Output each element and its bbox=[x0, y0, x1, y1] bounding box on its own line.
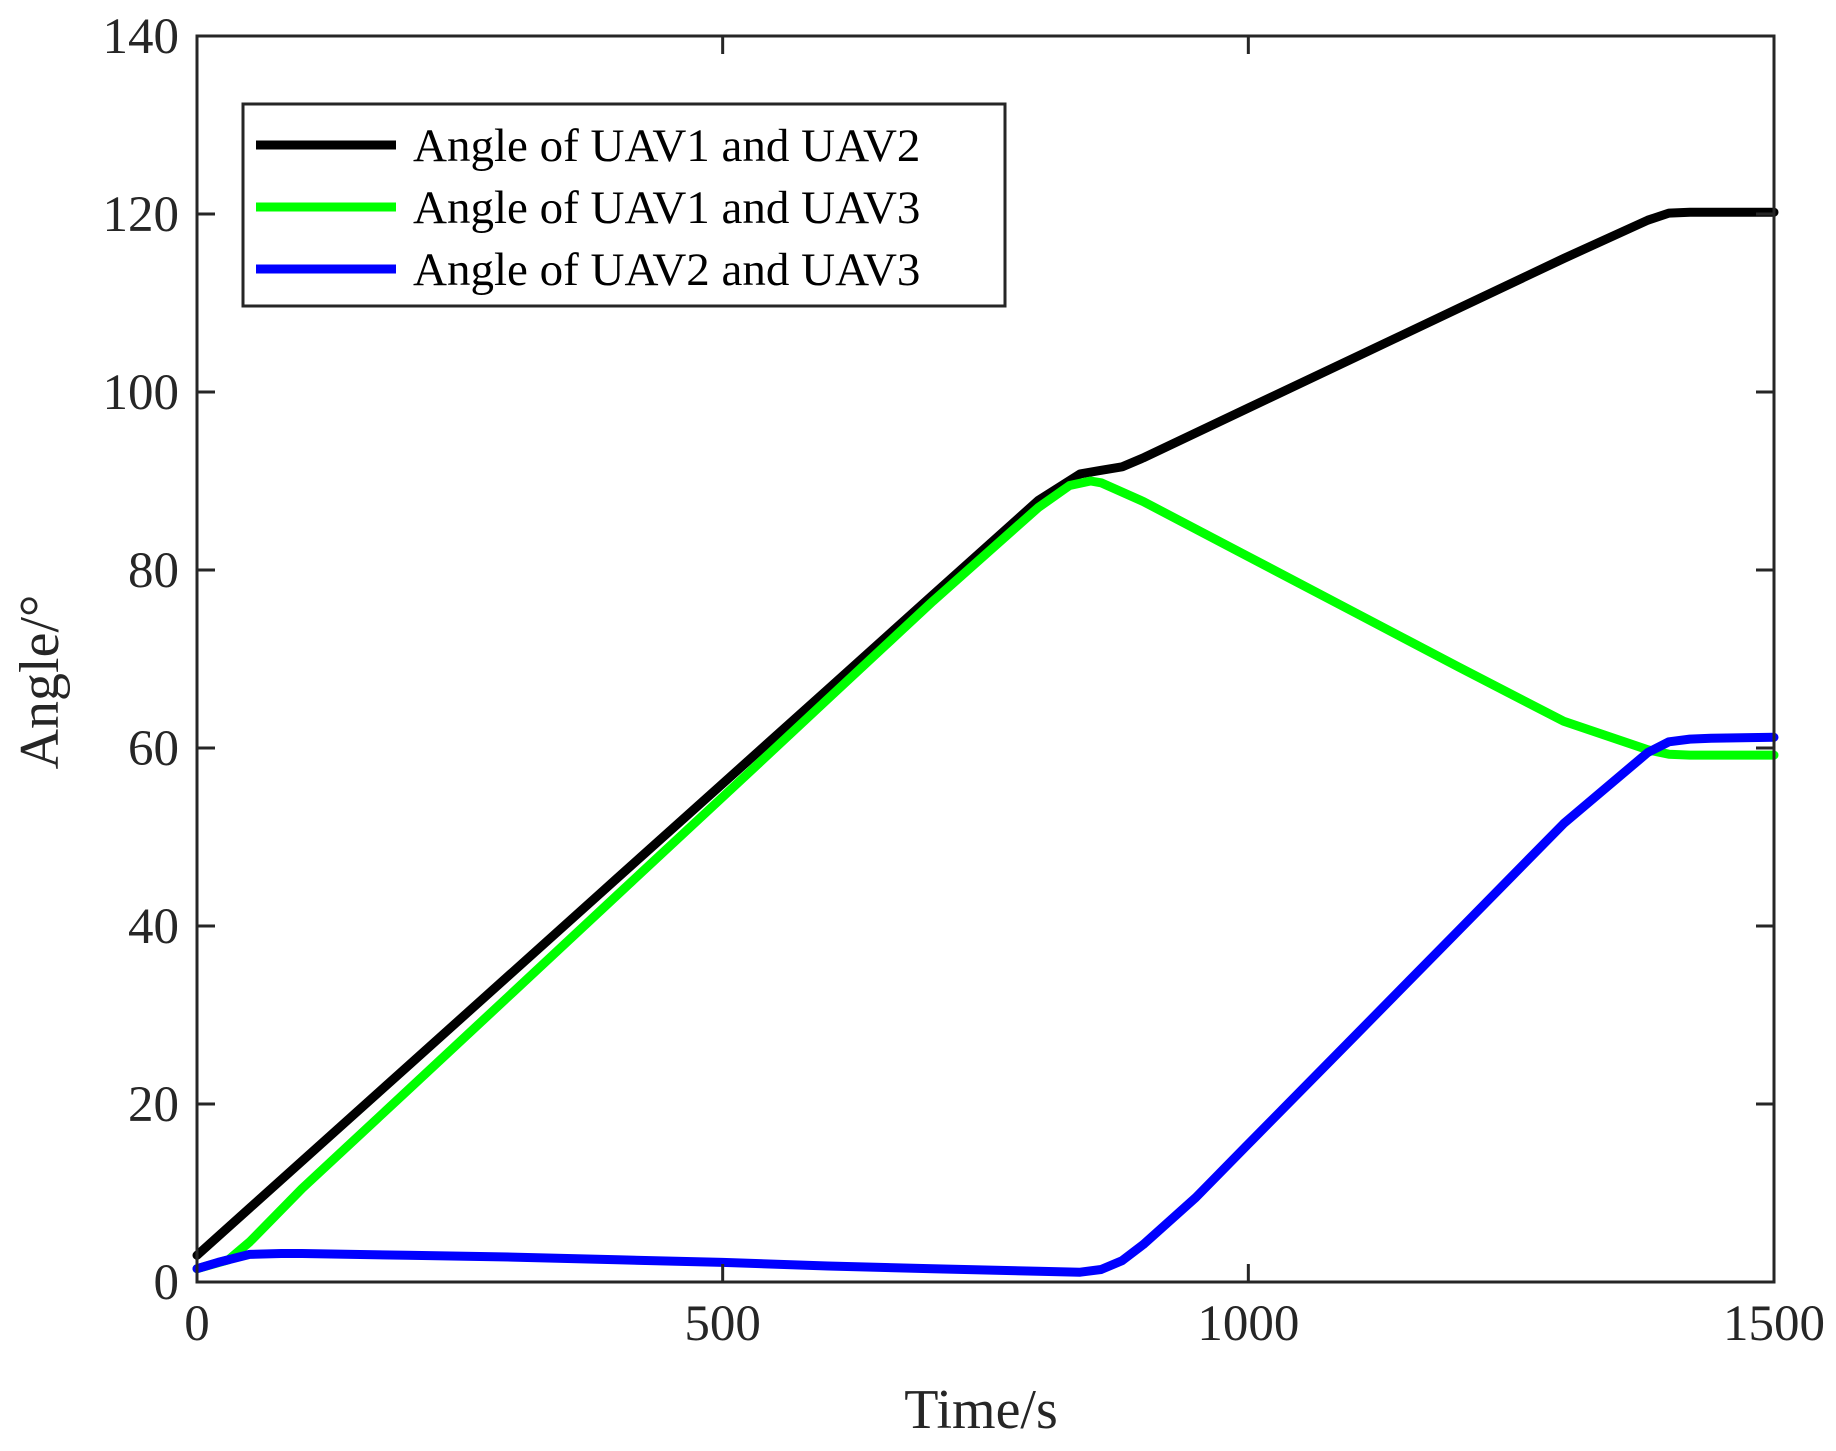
x-tick-label: 1500 bbox=[1723, 1296, 1825, 1352]
x-axis-label: Time/s bbox=[904, 1379, 1058, 1441]
y-tick-label: 40 bbox=[128, 899, 179, 955]
x-tick-label: 500 bbox=[684, 1296, 761, 1352]
y-tick-label: 60 bbox=[128, 721, 179, 777]
y-tick-label: 140 bbox=[103, 9, 180, 65]
ticks: 0 500 1000 1500 0 20 40 60 80 100 120 140 bbox=[103, 9, 1826, 1352]
series-lines bbox=[192, 207, 1779, 1277]
legend: Angle of UAV1 and UAV2 Angle of UAV1 and … bbox=[241, 102, 1007, 308]
y-axis-label: Angle/° bbox=[9, 595, 71, 770]
series-line-1 bbox=[192, 207, 1779, 1260]
legend-label-2: Angle of UAV1 and UAV3 bbox=[413, 182, 920, 234]
y-tick-label: 0 bbox=[154, 1255, 180, 1311]
x-tick-label: 0 bbox=[184, 1296, 210, 1352]
y-tick-label: 20 bbox=[128, 1077, 179, 1133]
y-tick-label: 80 bbox=[128, 543, 179, 599]
legend-label-3: Angle of UAV2 and UAV3 bbox=[413, 244, 920, 296]
axes-frame bbox=[195, 34, 1776, 1284]
series-line-3 bbox=[192, 732, 1779, 1277]
legend-label-1: Angle of UAV1 and UAV2 bbox=[413, 120, 920, 172]
y-tick-label: 120 bbox=[103, 187, 180, 243]
y-tick-label: 100 bbox=[103, 365, 180, 421]
x-tick-label: 1000 bbox=[1197, 1296, 1299, 1352]
axes-box bbox=[195, 34, 1776, 1284]
